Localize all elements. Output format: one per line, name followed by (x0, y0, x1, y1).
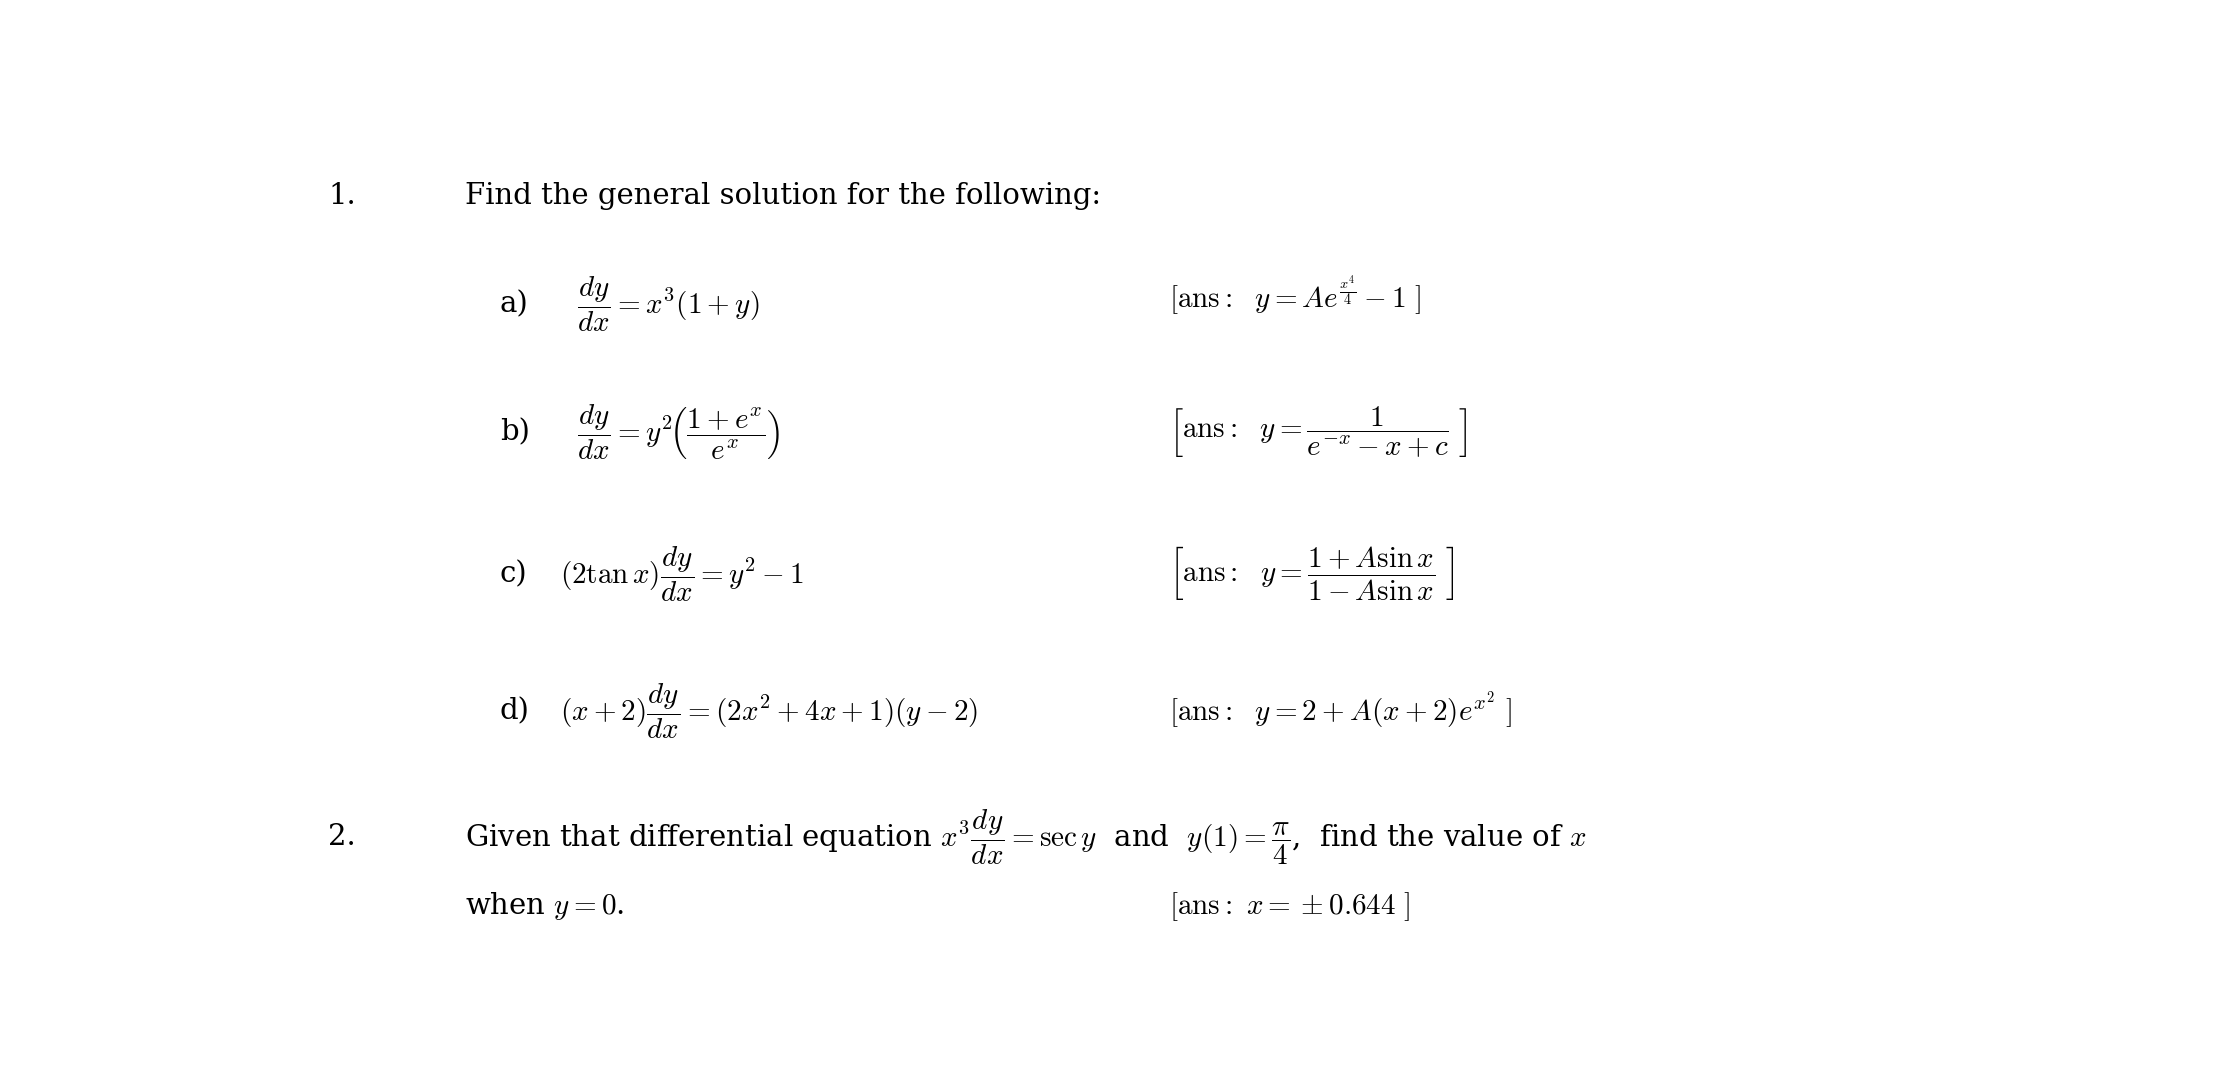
Text: $(x+2)\dfrac{dy}{dx} = (2x^2+4x+1)(y-2)$: $(x+2)\dfrac{dy}{dx} = (2x^2+4x+1)(y-2)$ (560, 682, 979, 740)
Text: $[\mathrm{ans}:\ x = \pm0.644\ ]$: $[\mathrm{ans}:\ x = \pm0.644\ ]$ (1169, 890, 1410, 923)
Text: when $y=0$.: when $y=0$. (465, 890, 624, 923)
Text: c): c) (500, 560, 527, 588)
Text: 2.: 2. (328, 823, 356, 851)
Text: a): a) (500, 290, 529, 318)
Text: 1.: 1. (328, 182, 356, 210)
Text: $(2\tan x)\dfrac{dy}{dx} = y^2-1$: $(2\tan x)\dfrac{dy}{dx} = y^2-1$ (560, 545, 804, 603)
Text: $\dfrac{dy}{dx} = x^3(1+y)$: $\dfrac{dy}{dx} = x^3(1+y)$ (578, 274, 759, 333)
Text: $\left[\mathrm{ans:}\ \ y = \dfrac{1+A\sin x}{1-A\sin x}\ \right]$: $\left[\mathrm{ans:}\ \ y = \dfrac{1+A\s… (1169, 545, 1455, 603)
Text: $\left[\mathrm{ans:}\ \ y = \dfrac{1}{e^{-x}-x+c}\ \right]$: $\left[\mathrm{ans:}\ \ y = \dfrac{1}{e^… (1169, 405, 1468, 461)
Text: Find the general solution for the following:: Find the general solution for the follow… (465, 182, 1103, 210)
Text: b): b) (500, 419, 529, 447)
Text: d): d) (500, 697, 529, 725)
Text: $[\mathrm{ans:}\ \ y = 2+A(x+2)e^{x^2}\ ]$: $[\mathrm{ans:}\ \ y = 2+A(x+2)e^{x^2}\ … (1169, 689, 1512, 733)
Text: Given that differential equation $x^3\dfrac{dy}{dx} = \sec y$  and  $y(1) = \dfr: Given that differential equation $x^3\df… (465, 808, 1587, 866)
Text: $[\mathrm{ans:}\ \ y = Ae^{\frac{x^4}{4}}-1\ ]$: $[\mathrm{ans:}\ \ y = Ae^{\frac{x^4}{4}… (1169, 273, 1421, 318)
Text: $\dfrac{dy}{dx} = y^2\!\left(\dfrac{1+e^x}{e^x}\right)$: $\dfrac{dy}{dx} = y^2\!\left(\dfrac{1+e^… (578, 404, 779, 463)
